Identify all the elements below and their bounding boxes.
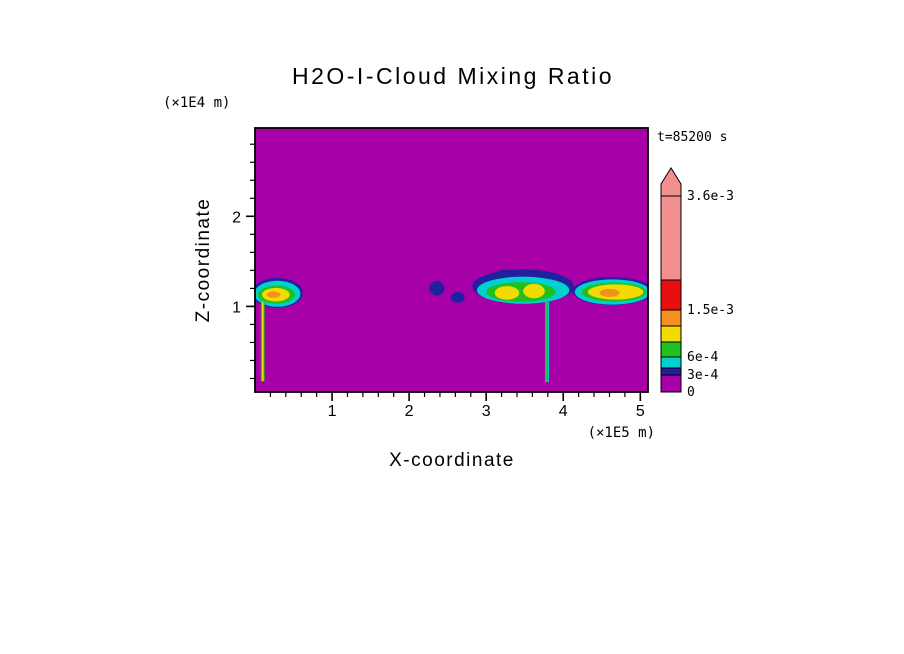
axes: 1 2 3 4 5 1 2: [232, 143, 645, 420]
time-label: t=85200 s: [657, 130, 727, 145]
cloud-field: [255, 269, 648, 383]
y-axis-unit-label: (×1E4 m): [163, 95, 230, 111]
y-tick-label: 2: [232, 209, 241, 226]
colorbar-label: 0: [687, 385, 695, 400]
colorbar-segment-pink: [660, 195, 682, 281]
colorbar-top-label: 3.6e-3: [687, 189, 734, 204]
cloud-region-navy: [450, 291, 465, 303]
colorbar-segment-yellow: [660, 325, 682, 343]
colorbar-segment-green: [660, 341, 682, 358]
chart-title: H2O-I-Cloud Mixing Ratio: [292, 63, 614, 89]
x-tick-label: 4: [559, 403, 568, 420]
x-tick-label: 1: [328, 403, 337, 420]
cloud-region-yellow: [494, 286, 520, 300]
colorbar: 0 3e-4 6e-4 1.5e-3 3.6e-3: [660, 167, 734, 400]
cloud-region-orange: [266, 291, 281, 298]
precip-streak-inner: [261, 301, 264, 382]
x-tick-label: 3: [482, 403, 491, 420]
colorbar-segment-orange: [660, 309, 682, 327]
cloud-region-yellow: [523, 283, 545, 299]
colorbar-segment-navy: [660, 367, 682, 376]
cloud-region-navy: [429, 281, 445, 296]
colorbar-arrow: [660, 167, 682, 197]
colorbar-label: 3e-4: [687, 368, 718, 383]
colorbar-segment-red: [660, 279, 682, 311]
plot-background: [255, 128, 648, 392]
x-axis-unit-label: (×1E5 m): [588, 425, 655, 441]
x-axis-label: X-coordinate: [389, 450, 515, 471]
colorbar-label: 6e-4: [687, 350, 718, 365]
colorbar-segment-magenta: [660, 374, 682, 393]
x-tick-label: 5: [636, 403, 645, 420]
y-tick-label: 1: [232, 299, 241, 316]
cloud-region-orange: [599, 288, 620, 297]
colorbar-label: 1.5e-3: [687, 303, 734, 318]
plot-frame: [254, 127, 649, 393]
colorbar-segment-cyan: [660, 356, 682, 369]
y-axis-label: Z-coordinate: [193, 198, 214, 323]
x-tick-label: 2: [405, 403, 414, 420]
precip-streak-inner: [546, 301, 548, 383]
